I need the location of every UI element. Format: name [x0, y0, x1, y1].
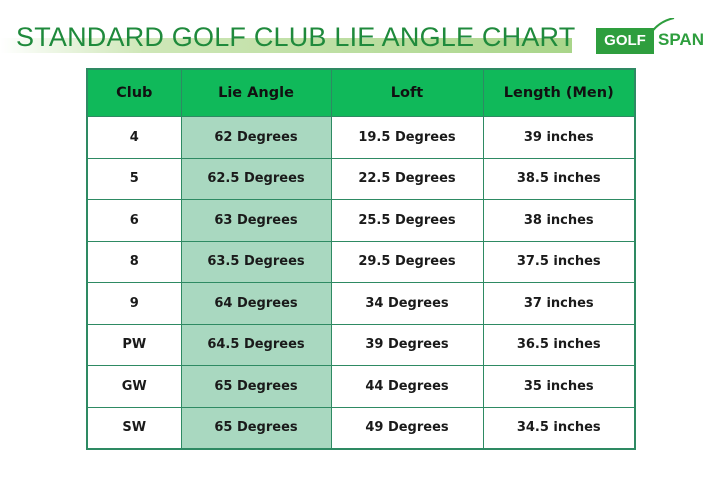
table-cell: 49 Degrees — [330, 406, 484, 450]
table-cell: 37 inches — [482, 282, 636, 325]
table-cell: PW — [86, 323, 182, 366]
table-cell: 35 inches — [482, 365, 636, 408]
table-cell: 34.5 inches — [482, 406, 636, 450]
table-cell: GW — [86, 365, 182, 408]
table-row: GW 65 Degrees 44 Degrees 35 inches — [86, 365, 636, 408]
table-header-row: Club Lie Angle Loft Length (Men) — [86, 68, 636, 117]
column-header: Club — [86, 68, 182, 117]
table-cell: 63 Degrees — [180, 199, 332, 242]
table-cell: 64.5 Degrees — [180, 323, 332, 366]
table-cell: 64 Degrees — [180, 282, 332, 325]
table-cell: 37.5 inches — [482, 240, 636, 283]
page-title: STANDARD GOLF CLUB LIE ANGLE CHART — [16, 22, 576, 52]
table-cell: 6 — [86, 199, 182, 242]
table-cell: 65 Degrees — [180, 406, 332, 450]
table-cell: 36.5 inches — [482, 323, 636, 366]
table-cell: 4 — [86, 116, 182, 159]
column-header: Lie Angle — [180, 68, 332, 117]
table-cell: 63.5 Degrees — [180, 240, 332, 283]
table-row: 6 63 Degrees 25.5 Degrees 38 inches — [86, 199, 636, 242]
table-cell: 22.5 Degrees — [330, 157, 484, 200]
table-cell: 38 inches — [482, 199, 636, 242]
table-cell: 39 inches — [482, 116, 636, 159]
table-row: 4 62 Degrees 19.5 Degrees 39 inches — [86, 116, 636, 159]
table-row: 9 64 Degrees 34 Degrees 37 inches — [86, 282, 636, 325]
table-cell: 19.5 Degrees — [330, 116, 484, 159]
logo-span-text: SPAN — [658, 30, 704, 49]
table-cell: 29.5 Degrees — [330, 240, 484, 283]
table-cell: 62 Degrees — [180, 116, 332, 159]
lie-angle-table: Club Lie Angle Loft Length (Men) 4 62 Degree… — [86, 68, 636, 450]
title-underline-bar — [0, 38, 572, 53]
table-cell: 5 — [86, 157, 182, 200]
table-cell: 39 Degrees — [330, 323, 484, 366]
table-cell: 44 Degrees — [330, 365, 484, 408]
table-row: 8 63.5 Degrees 29.5 Degrees 37.5 inches — [86, 240, 636, 283]
table-cell: SW — [86, 406, 182, 450]
table-cell: 34 Degrees — [330, 282, 484, 325]
table-cell: 25.5 Degrees — [330, 199, 484, 242]
table-row: 5 62.5 Degrees 22.5 Degrees 38.5 inches — [86, 157, 636, 200]
golfspan-logo: GOLF SPAN — [596, 18, 708, 58]
table-row: SW 65 Degrees 49 Degrees 34.5 inches — [86, 406, 636, 450]
table-cell: 62.5 Degrees — [180, 157, 332, 200]
table-cell: 8 — [86, 240, 182, 283]
column-header: Length (Men) — [482, 68, 636, 117]
logo-golf-box: GOLF — [596, 28, 654, 54]
column-header: Loft — [330, 68, 484, 117]
table-row: PW 64.5 Degrees 39 Degrees 36.5 inches — [86, 323, 636, 366]
table-cell: 38.5 inches — [482, 157, 636, 200]
logo-swoosh-icon — [647, 18, 675, 38]
table-cell: 9 — [86, 282, 182, 325]
table-cell: 65 Degrees — [180, 365, 332, 408]
